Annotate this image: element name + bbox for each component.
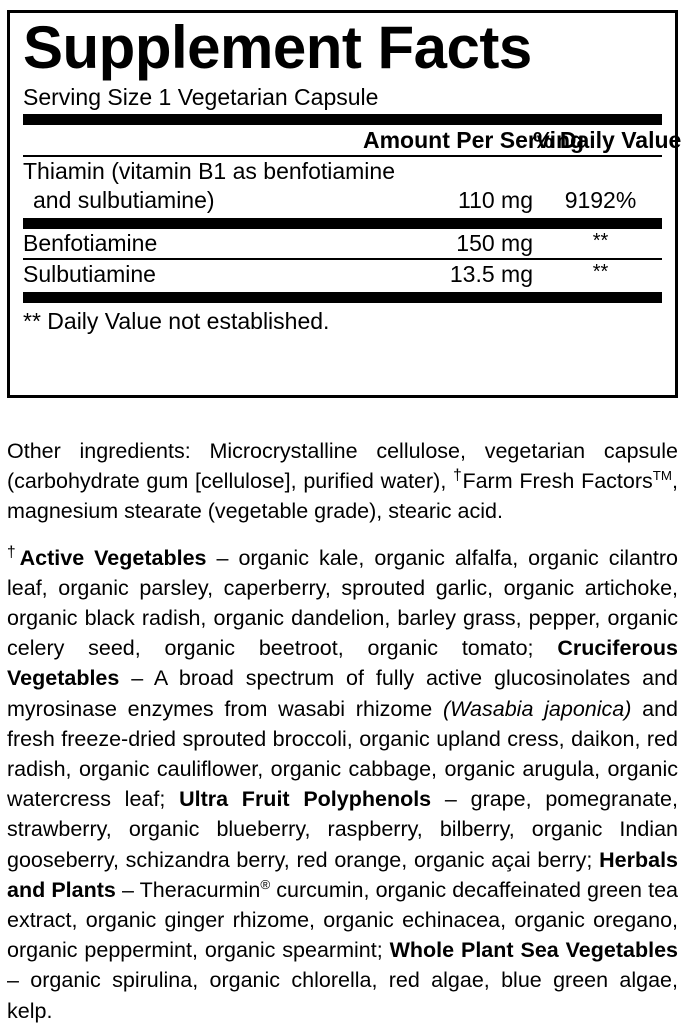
other-ingredients-lead: Other ingredients: Microcrystalline cell…	[7, 438, 678, 493]
header-percent-daily-value: % Daily Value	[533, 127, 682, 153]
rule-below-sulbutiamine	[23, 292, 662, 303]
row-name-line2: and sulbutiamine)	[33, 187, 215, 213]
group-items-whole-plant-sea-vegetables: organic spirulina, organic chlorella, re…	[7, 968, 678, 1023]
table-row: Sulbutiamine 13.5 mg **	[23, 260, 668, 289]
row-amount-sulbutiamine: 13.5 mg	[449, 261, 533, 287]
group-heading-cruciferous-vegetables: Cruciferous Vegetables	[7, 636, 678, 691]
group-items-herbals-part2: curcumin, organic decaffeinated green te…	[7, 877, 679, 963]
botanical-name-wasabia-japonica: (Wasabia japonica)	[442, 696, 632, 721]
row-name-thiamin: Thiamin (vitamin B1 as benfotiamine and …	[23, 157, 395, 215]
group-dash: –	[206, 545, 239, 570]
group-items-active-vegetables: organic kale, organic alfalfa, organic c…	[7, 545, 678, 661]
rule-between-benfotiamine-sulbutiamine	[23, 258, 662, 260]
table-row: Thiamin (vitamin B1 as benfotiamine and …	[23, 157, 668, 215]
other-ingredients-paragraph: Other ingredients: Microcrystalline cell…	[7, 436, 678, 527]
supplement-facts-panel: Supplement Facts Serving Size 1 Vegetari…	[7, 10, 682, 398]
group-dash: –	[7, 968, 31, 993]
group-items-ultra-fruit-polyphenols: grape, pomegranate, strawberry, organic …	[7, 787, 678, 872]
row-name-sulbutiamine: Sulbutiamine	[23, 261, 156, 287]
group-heading-active-vegetables: Active Vegetables	[19, 545, 207, 570]
group-items-cruciferous-part2: and fresh freeze-dried sprouted broccoli…	[7, 696, 678, 812]
dagger-symbol-icon: †	[453, 466, 463, 484]
group-items-cruciferous-part1: A broad spectrum of fully active glucosi…	[7, 666, 679, 721]
trademark-symbol-icon: TM	[652, 467, 673, 483]
nutrition-table: Amount Per Serving % Daily Value	[23, 125, 682, 155]
group-heading-ultra-fruit-polyphenols: Ultra Fruit Polyphenols	[179, 787, 432, 812]
row-daily-value-benfotiamine: **	[592, 230, 609, 252]
nutrition-rows-primary: Thiamin (vitamin B1 as benfotiamine and …	[23, 157, 668, 215]
dagger-symbol-icon: †	[7, 543, 20, 561]
group-dash: –	[431, 787, 471, 812]
group-dash: –	[115, 877, 140, 902]
group-dash: –	[119, 666, 154, 691]
group-heading-whole-plant-sea-vegetables: Whole Plant Sea Vegetables	[389, 938, 678, 963]
registered-trademark-symbol-icon: ®	[260, 876, 271, 892]
other-ingredients-tail: , magnesium stearate (vegetable grade), …	[7, 468, 678, 523]
farm-fresh-factors-brand: Farm Fresh Factors	[462, 468, 653, 493]
row-daily-value-sulbutiamine: **	[592, 261, 609, 283]
row-amount-thiamin: 110 mg	[457, 187, 533, 213]
table-row: Benfotiamine 150 mg **	[23, 229, 668, 258]
group-heading-herbals-and-plants: Herbals and Plants	[7, 847, 678, 902]
nutrition-rows-secondary: Benfotiamine 150 mg **	[23, 229, 668, 258]
row-amount-benfotiamine: 150 mg	[456, 230, 533, 256]
farm-fresh-factors-paragraph: †Active Vegetables – organic kale, organ…	[7, 543, 678, 1026]
header-spacer-cell	[23, 125, 363, 155]
panel-title: Supplement Facts	[23, 14, 532, 81]
nutrition-rows-tertiary: Sulbutiamine 13.5 mg **	[23, 260, 668, 289]
row-name-line1: Thiamin (vitamin B1 as benfotiamine	[23, 158, 395, 184]
header-amount-per-serving: Amount Per Serving	[363, 127, 585, 153]
table-header-row: Amount Per Serving % Daily Value	[23, 125, 682, 155]
row-name-benfotiamine: Benfotiamine	[23, 230, 158, 256]
row-daily-value-thiamin: 9192%	[564, 187, 637, 213]
rule-below-serving-size	[23, 114, 662, 125]
rule-below-thiamin	[23, 218, 662, 229]
group-items-herbals-part1: Theracurmin	[139, 877, 261, 902]
serving-size-text: Serving Size 1 Vegetarian Capsule	[23, 84, 379, 110]
daily-value-footnote: ** Daily Value not established.	[23, 308, 330, 334]
rule-below-header	[23, 155, 662, 157]
